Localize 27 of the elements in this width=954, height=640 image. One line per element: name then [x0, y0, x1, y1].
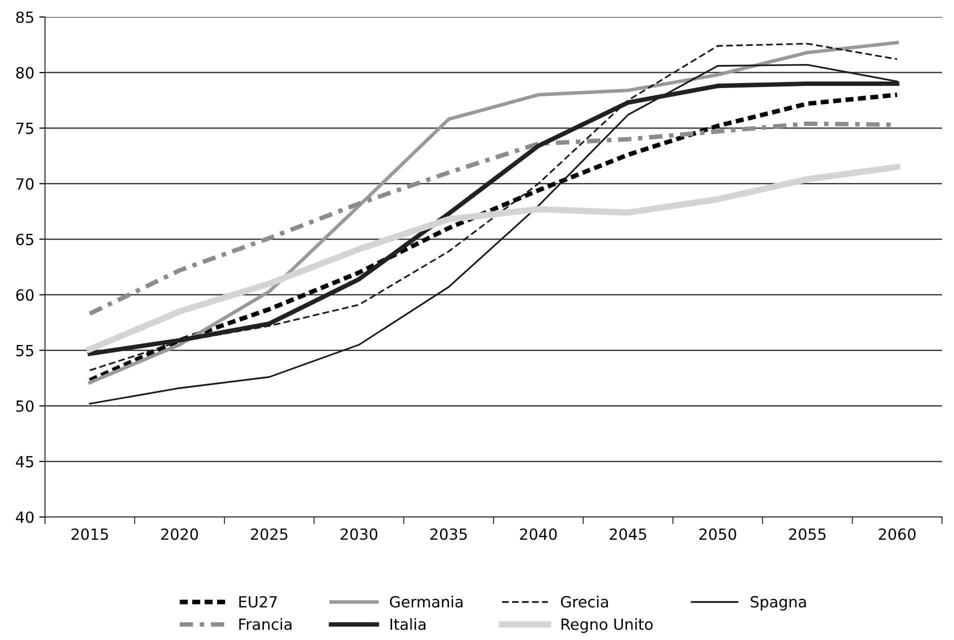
y-tick-label: 40 — [16, 511, 34, 524]
x-tick-label: 2060 — [878, 528, 916, 540]
legend-label: Francia — [239, 618, 292, 630]
y-tick-label: 45 — [16, 456, 34, 468]
legend-label: Germania — [390, 596, 462, 608]
y-tick-label: 85 — [16, 11, 34, 24]
legend-label: Italia — [390, 618, 426, 630]
y-tick-label: 65 — [16, 234, 34, 246]
y-tick-label: 60 — [16, 289, 34, 301]
y-tick-label: 75 — [16, 122, 34, 134]
y-tick-label: 50 — [16, 400, 34, 412]
y-tick-label: 70 — [16, 178, 34, 190]
legend-label: Regno Unito — [562, 618, 653, 633]
legend-label: Grecia — [560, 596, 608, 608]
x-tick-label: 2015 — [72, 528, 108, 540]
x-tick-label: 2030 — [340, 528, 378, 540]
x-tick-label: 2025 — [250, 528, 288, 540]
legend-label: Spagna — [750, 596, 806, 611]
x-tick-label: 2035 — [430, 528, 467, 540]
x-tick-label: 2055 — [789, 528, 826, 540]
x-tick-label: 2020 — [161, 528, 198, 540]
x-tick-label: 2045 — [610, 528, 646, 540]
legend-label: EU27 — [239, 596, 277, 608]
y-tick-label: 80 — [16, 67, 34, 79]
x-tick-label: 2050 — [699, 528, 736, 540]
y-tick-label: 55 — [16, 345, 34, 356]
x-tick-label: 2040 — [520, 528, 557, 540]
